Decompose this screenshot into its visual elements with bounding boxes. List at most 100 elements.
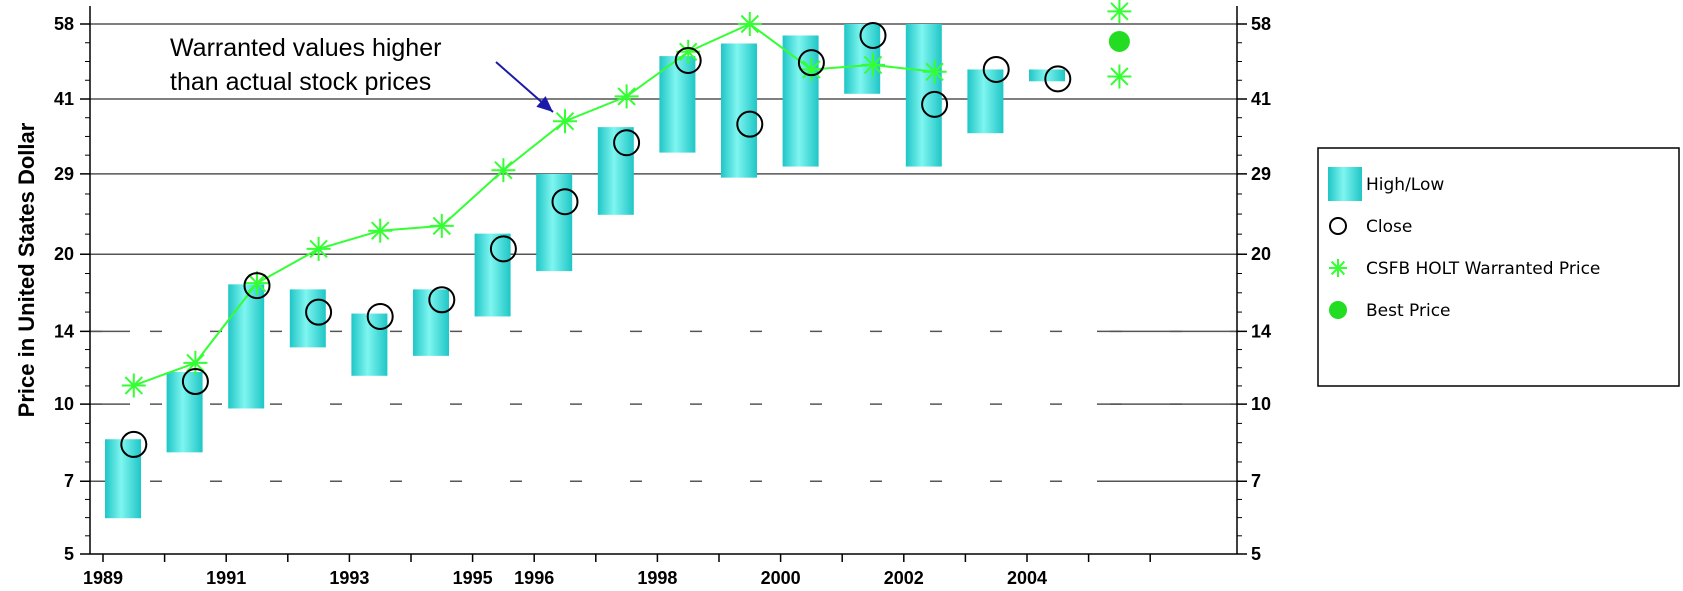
asterisk-stroke bbox=[309, 239, 328, 259]
asterisk-stroke bbox=[186, 353, 205, 373]
y-tick-label-left: 14 bbox=[54, 321, 74, 341]
high-low-bar bbox=[967, 69, 1004, 134]
high-low-bars bbox=[105, 24, 1065, 519]
warranted-price-point bbox=[368, 218, 393, 243]
high-low-bar bbox=[166, 372, 203, 453]
legend-item: Close bbox=[1329, 217, 1412, 237]
y-tick-label-right: 58 bbox=[1251, 14, 1271, 34]
legend: High/Low Close CSFB HOLT Warranted Price Be… bbox=[1317, 147, 1680, 387]
close-point bbox=[428, 286, 456, 314]
y-tick-label-right: 7 bbox=[1251, 471, 1261, 491]
x-tick-label: 1991 bbox=[206, 568, 246, 588]
y-axis-label: Price in United States Dollar bbox=[14, 122, 39, 417]
asterisk-stroke bbox=[740, 14, 759, 34]
asterisk-stroke bbox=[247, 273, 267, 293]
y-tick-label-right: 10 bbox=[1251, 394, 1271, 414]
asterisk-stroke bbox=[863, 55, 883, 75]
asterisk-stroke bbox=[925, 62, 944, 81]
warranted-price-point bbox=[183, 350, 208, 375]
y-tick-label-right: 14 bbox=[1251, 321, 1271, 341]
annotation-line-2: than actual stock prices bbox=[170, 68, 431, 96]
y-tick-label-left: 20 bbox=[54, 244, 74, 264]
high-low-bar bbox=[659, 56, 696, 153]
x-tick-label: 2000 bbox=[761, 568, 801, 588]
warranted-price-point bbox=[491, 158, 516, 183]
warranted-price-point bbox=[1107, 64, 1132, 89]
annotation: Warranted values higher than actual stoc… bbox=[170, 34, 554, 113]
warranted-price-point bbox=[1107, 0, 1132, 24]
high-low-bar bbox=[474, 233, 511, 317]
legend-swatch-high-low bbox=[1328, 167, 1362, 201]
y-tick-label-left: 10 bbox=[54, 394, 74, 414]
high-low-bar bbox=[597, 127, 634, 215]
close-point bbox=[736, 110, 764, 138]
asterisk-stroke bbox=[617, 87, 636, 106]
legend-label: High/Low bbox=[1366, 175, 1444, 195]
high-low-bar bbox=[844, 24, 881, 94]
close-point bbox=[305, 298, 333, 326]
warranted-price-point bbox=[429, 213, 454, 238]
high-low-bar bbox=[1029, 69, 1065, 82]
close-point bbox=[921, 90, 949, 118]
x-tick-label: 1989 bbox=[83, 568, 123, 588]
y-tick-label-left: 41 bbox=[54, 89, 74, 109]
asterisk-stroke bbox=[371, 221, 390, 240]
annotation-arrowhead bbox=[536, 96, 553, 112]
legend-box bbox=[1317, 147, 1680, 387]
close-point bbox=[613, 129, 641, 157]
warranted-price-point bbox=[553, 109, 577, 134]
legend-label: CSFB HOLT Warranted Price bbox=[1366, 259, 1600, 279]
warranted-price-point bbox=[922, 59, 947, 84]
y-tick-label-left: 58 bbox=[54, 14, 74, 34]
asterisk-stroke bbox=[802, 60, 821, 79]
close-point bbox=[551, 188, 579, 216]
asterisk-stroke bbox=[679, 42, 698, 62]
warranted-price-point bbox=[306, 236, 331, 261]
close-point bbox=[181, 368, 209, 396]
close-point bbox=[120, 430, 148, 458]
best-price-point bbox=[1108, 30, 1130, 52]
close-point bbox=[674, 46, 702, 74]
warranted-price-point bbox=[737, 12, 762, 36]
legend-item: High/Low bbox=[1328, 167, 1444, 201]
x-tick-label: 1995 bbox=[453, 568, 493, 588]
asterisk-stroke bbox=[1110, 2, 1129, 21]
high-low-bar bbox=[721, 43, 757, 178]
close-point bbox=[797, 49, 825, 77]
x-tick-label: 2004 bbox=[1007, 568, 1047, 588]
close-point bbox=[243, 272, 271, 300]
x-tick-label: 1998 bbox=[637, 568, 677, 588]
warranted-price-point bbox=[799, 57, 824, 82]
close-point bbox=[982, 55, 1010, 83]
close-point bbox=[366, 302, 394, 330]
annotation-line-1: Warranted values higher bbox=[170, 34, 441, 62]
y-tick-label-left: 7 bbox=[64, 471, 74, 491]
asterisk-stroke bbox=[432, 216, 451, 236]
high-low-bar bbox=[905, 24, 942, 167]
warranted-price-point bbox=[614, 84, 639, 109]
axes: 5 5 7 7 10 10 14 14 20 20 29 29 41 41 58 58 1989 1991 1993… bbox=[54, 6, 1271, 588]
x-tick-label: 1993 bbox=[329, 568, 369, 588]
asterisk-stroke bbox=[494, 160, 513, 180]
legend-item: CSFB HOLT Warranted Price bbox=[1329, 259, 1600, 279]
y-tick-label-right: 29 bbox=[1251, 164, 1271, 184]
warranted-price-point bbox=[861, 52, 885, 77]
legend-swatch-best-price bbox=[1329, 301, 1347, 319]
y-tick-label-right: 20 bbox=[1251, 244, 1271, 264]
y-tick-label-right: 5 bbox=[1251, 544, 1261, 564]
warranted-price-point bbox=[245, 271, 269, 296]
close-point bbox=[489, 235, 517, 263]
x-tick-label: 1996 bbox=[514, 568, 554, 588]
legend-item: Best Price bbox=[1329, 301, 1451, 321]
close-point bbox=[859, 21, 887, 49]
high-low-bar bbox=[413, 289, 449, 356]
x-tick-label: 2002 bbox=[884, 568, 924, 588]
warranted-price-point bbox=[121, 373, 146, 398]
close-point bbox=[1044, 65, 1072, 93]
asterisk-stroke bbox=[124, 376, 143, 395]
grid-layer bbox=[90, 23, 1237, 482]
y-tick-label-left: 5 bbox=[64, 544, 74, 564]
legend-label: Best Price bbox=[1366, 301, 1451, 321]
high-low-bar bbox=[228, 284, 265, 409]
